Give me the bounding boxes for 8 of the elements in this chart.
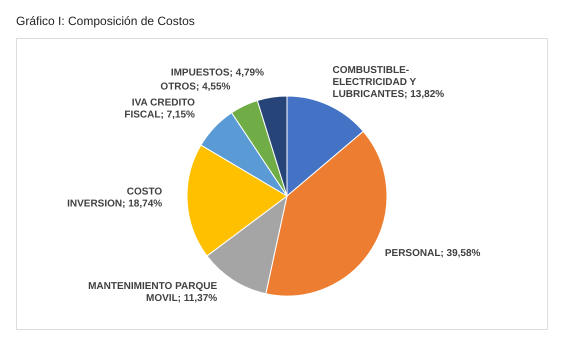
slice-label: MANTENIMIENTO PARQUE MOVIL; 11,37% — [88, 280, 218, 304]
slice-label: PERSONAL; 39,58% — [384, 247, 481, 258]
slice-label: IVA CREDITO FISCAL; 7,15% — [124, 97, 196, 120]
chart-title: Gráfico I: Composición de Costos — [15, 13, 196, 30]
slice-label: IMPUESTOS; 4,79% — [170, 66, 264, 78]
slice-label: COMBUSTIBLE-ELECTRICIDAD Y LUBRICANTES; 13,82% — [332, 64, 444, 100]
slice-label: OTROS; 4,55% — [160, 80, 231, 92]
slice-label: COSTO INVERSION; 18,74% — [67, 186, 162, 210]
